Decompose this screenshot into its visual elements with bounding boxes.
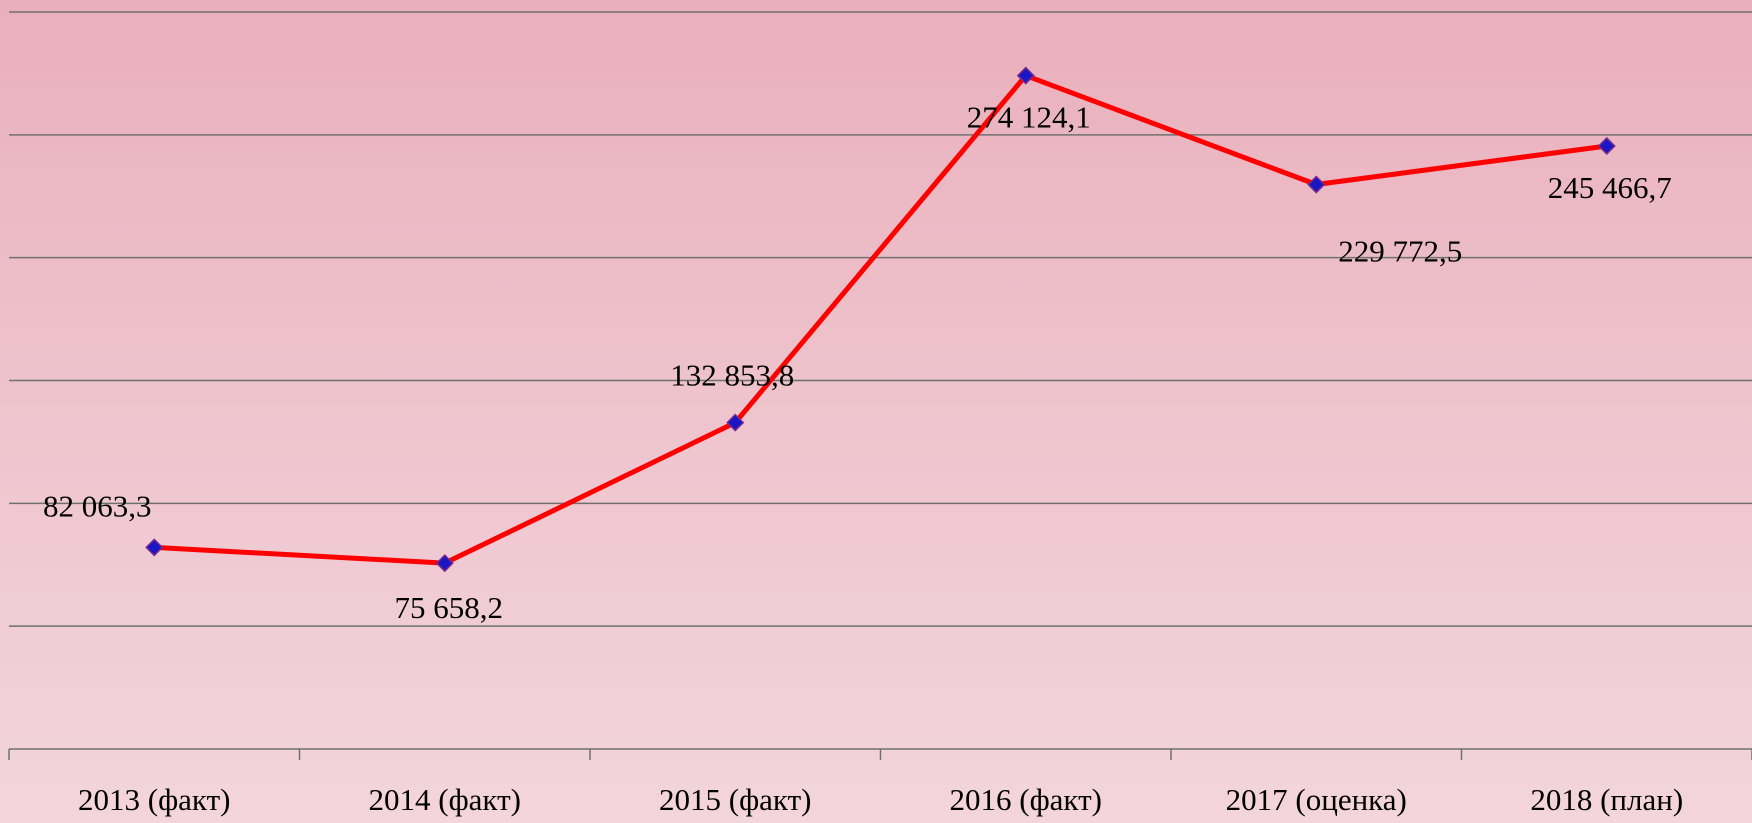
marker	[1307, 175, 1326, 194]
data-label: 132 853,8	[670, 358, 794, 393]
x-tick-label: 2014 (факт)	[369, 782, 521, 817]
marker	[1016, 66, 1035, 85]
x-tick-label: 2015 (факт)	[659, 782, 811, 817]
x-tick-label: 2018 (план)	[1530, 782, 1683, 817]
data-label: 82 063,3	[43, 489, 152, 524]
marker	[726, 413, 745, 432]
x-tick-label: 2016 (факт)	[950, 782, 1102, 817]
data-label: 75 658,2	[395, 590, 504, 625]
line	[154, 73, 1608, 566]
marker	[1597, 136, 1616, 156]
data-label: 229 772,5	[1338, 234, 1462, 269]
x-tick-label: 2017 (оценка)	[1226, 782, 1407, 817]
x-tick-label: 2013 (факт)	[78, 782, 230, 817]
marker	[145, 538, 164, 557]
data-label: 274 124,1	[967, 100, 1091, 135]
data-label: 245 466,7	[1548, 170, 1672, 205]
marker	[435, 554, 454, 573]
